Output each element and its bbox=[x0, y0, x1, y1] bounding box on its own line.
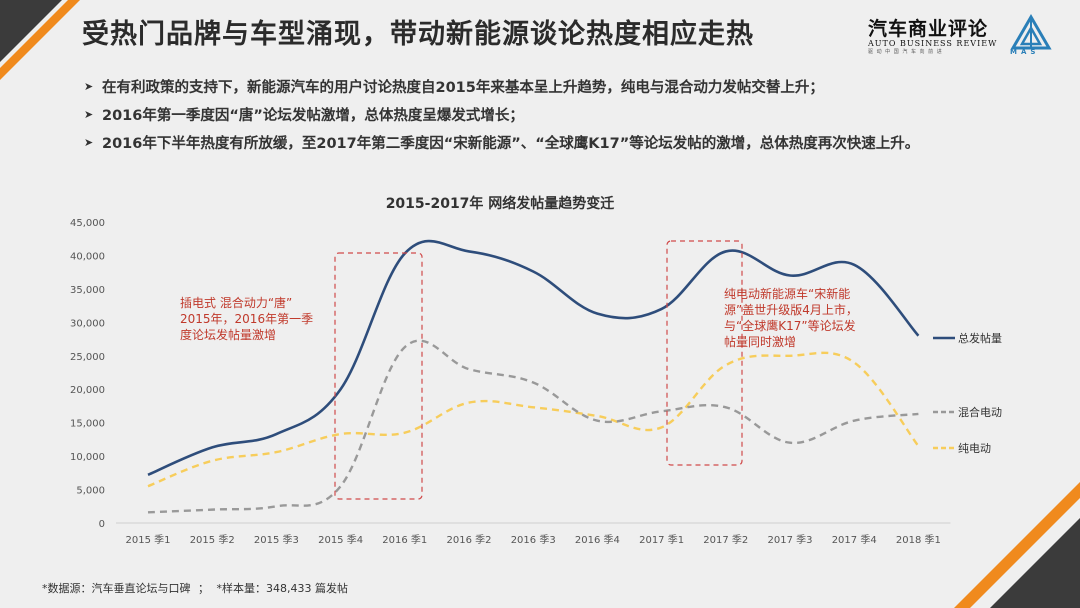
footer-sample-size: *样本量：348,433 篇发帖 bbox=[216, 582, 348, 595]
x-tick-label: 2017 季2 bbox=[703, 534, 748, 546]
bullet-text: 2016年下半年热度有所放缓，至2017年第二季度因“宋新能源”、“全球鹰K17… bbox=[102, 135, 920, 152]
series-line-total bbox=[147, 239, 920, 477]
y-tick-label: 35,000 bbox=[70, 285, 105, 296]
legend-item: 纯电动 bbox=[933, 442, 991, 455]
legend-label: 纯电动 bbox=[958, 442, 991, 455]
y-tick-label: 20,000 bbox=[70, 385, 105, 396]
annotation-text: 纯电动新能源车“宋新能源”盖世升级版4月上市，与“全球鹰K17”等论坛发帖量同时… bbox=[724, 286, 858, 349]
x-tick-label: 2017 季4 bbox=[832, 534, 877, 546]
series-line-hybrid bbox=[147, 339, 919, 514]
line-chart: 2015-2017年 网络发帖量趋势变迁 0 5,000 10,000 15,000 20… bbox=[70, 195, 1002, 546]
legend-label: 总发帖量 bbox=[958, 331, 1002, 345]
x-tick-label: 2015 季1 bbox=[126, 534, 171, 546]
bullet-text: 在有利政策的支持下，新能源汽车的用户讨论热度自2015年来基本呈上升趋势，纯电与… bbox=[102, 79, 824, 96]
corner-decoration-bottom-right bbox=[954, 482, 1080, 608]
bullet-arrow-icon: ➤ bbox=[84, 107, 94, 121]
annotation-box bbox=[666, 240, 743, 466]
y-tick-label: 10,000 bbox=[70, 452, 105, 463]
legend-label: 混合电动 bbox=[958, 405, 1002, 419]
bullet-list: ➤ 在有利政策的支持下，新能源汽车的用户讨论热度自2015年来基本呈上升趋势，纯… bbox=[84, 72, 1044, 156]
y-tick-label: 30,000 bbox=[70, 318, 105, 329]
chart-title: 2015-2017年 网络发帖量趋势变迁 bbox=[386, 195, 615, 212]
x-tick-label: 2016 季1 bbox=[382, 534, 427, 546]
footer-source: *数据源：汽车垂直论坛与口碑 bbox=[42, 582, 191, 595]
x-tick-label: 2016 季4 bbox=[575, 534, 620, 546]
bullet-arrow-icon: ➤ bbox=[84, 135, 94, 149]
mas-logo-text: MAS bbox=[1010, 48, 1040, 56]
logo-tagline: 驱 动 中 国 汽 车 向 前 进 bbox=[868, 49, 943, 55]
x-tick-label: 2016 季3 bbox=[511, 534, 556, 546]
legend-item: 总发帖量 bbox=[933, 331, 1002, 345]
y-tick-label: 5,000 bbox=[76, 486, 105, 497]
page-title: 受热门品牌与车型涌现，带动新能源谈论热度相应走热 bbox=[82, 19, 754, 50]
mas-logo-icon bbox=[1010, 14, 1052, 50]
x-tick-label: 2015 季4 bbox=[318, 534, 363, 546]
bullet-item: ➤ 2016年第一季度因“唐”论坛发帖激增，总体热度呈爆发式增长； bbox=[84, 100, 1044, 128]
x-tick-label: 2018 季1 bbox=[896, 534, 941, 546]
x-tick-label: 2017 季1 bbox=[639, 534, 684, 546]
x-tick-label: 2015 季2 bbox=[190, 534, 235, 546]
y-tick-label: 40,000 bbox=[70, 251, 105, 262]
footer-separator: ； bbox=[198, 582, 209, 595]
x-tick-label: 2016 季2 bbox=[447, 534, 492, 546]
bullet-text: 2016年第一季度因“唐”论坛发帖激增，总体热度呈爆发式增长； bbox=[102, 107, 524, 124]
legend-item: 混合电动 bbox=[933, 405, 1002, 419]
bullet-arrow-icon: ➤ bbox=[84, 79, 94, 93]
corner-decoration-top-left bbox=[0, 0, 80, 80]
series-line-electric bbox=[147, 351, 920, 488]
brand-logo: 汽车商业评论 AUTO BUSINESS REVIEW 驱 动 中 国 汽 车 … bbox=[868, 14, 998, 55]
footer: *数据源：汽车垂直论坛与口碑 ； *样本量：348,433 篇发帖 bbox=[42, 580, 352, 596]
bullet-item: ➤ 2016年下半年热度有所放缓，至2017年第二季度因“宋新能源”、“全球鹰K… bbox=[84, 128, 1044, 156]
annotation-box bbox=[334, 252, 423, 500]
logo-english: AUTO BUSINESS REVIEW bbox=[868, 39, 998, 48]
y-tick-label: 45,000 bbox=[70, 218, 105, 229]
logo-chinese: 汽车商业评论 bbox=[868, 18, 989, 40]
x-tick-label: 2015 季3 bbox=[254, 534, 299, 546]
y-tick-label: 0 bbox=[99, 519, 105, 530]
y-tick-label: 15,000 bbox=[70, 419, 105, 430]
y-tick-label: 25,000 bbox=[70, 352, 105, 363]
bullet-item: ➤ 在有利政策的支持下，新能源汽车的用户讨论热度自2015年来基本呈上升趋势，纯… bbox=[84, 72, 1044, 100]
annotation-text: 插电式 混合动力“唐” 2015年，2016年第一季度论坛发帖量激增 bbox=[180, 295, 313, 342]
x-tick-label: 2017 季3 bbox=[768, 534, 813, 546]
